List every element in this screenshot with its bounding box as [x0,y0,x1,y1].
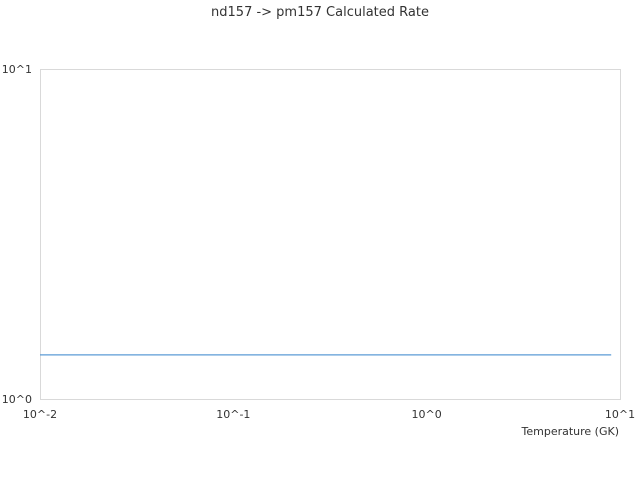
x-tick-label: 10^0 [412,408,442,421]
x-axis-ticks: 10^-2 10^-1 10^0 10^1 [23,408,635,421]
x-axis-label: Temperature (GK) [521,425,620,438]
chart-title: nd157 -> pm157 Calculated Rate [211,5,429,20]
y-tick-label: 10^0 [2,393,32,406]
x-tick-label: 10^-1 [216,408,250,421]
x-tick-label: 10^1 [605,408,635,421]
y-tick-label: 10^1 [2,63,32,76]
x-tick-label: 10^-2 [23,408,57,421]
plot-area [40,69,621,400]
y-axis-ticks: 10^0 10^1 [2,63,32,406]
